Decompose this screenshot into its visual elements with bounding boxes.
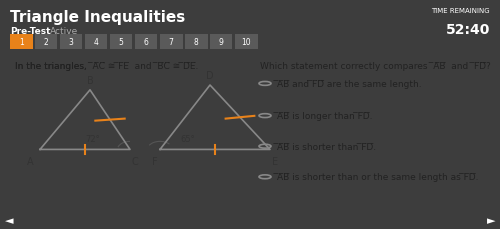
Text: 65°: 65°: [180, 134, 195, 143]
FancyBboxPatch shape: [160, 35, 182, 49]
Text: A: A: [26, 156, 34, 166]
Text: ̅A̅B̅ is shorter than or the same length as ̅F̅D̅.: ̅A̅B̅ is shorter than or the same length…: [278, 172, 479, 182]
Text: 1: 1: [19, 38, 24, 47]
FancyBboxPatch shape: [85, 35, 108, 49]
Text: 6: 6: [144, 38, 148, 47]
Text: TIME REMAINING: TIME REMAINING: [432, 8, 490, 14]
Text: Which statement correctly compares  ̅A̅B̅  and  ̅F̅D̅?: Which statement correctly compares ̅A̅B̅…: [260, 62, 491, 71]
Text: 4: 4: [94, 38, 98, 47]
Text: ̅A̅B̅ is longer than ̅F̅D̅.: ̅A̅B̅ is longer than ̅F̅D̅.: [278, 112, 373, 121]
Text: B: B: [86, 76, 94, 86]
Text: ◄: ◄: [5, 215, 14, 225]
Text: Triangle Inequalities: Triangle Inequalities: [10, 10, 185, 25]
Text: ►: ►: [486, 215, 495, 225]
Text: 5: 5: [119, 38, 124, 47]
Text: In the triangles,  ̅A̅C̅ ≅ ̅F̅E̅  and  ̅B̅C̅ ≅ ̅D̅E̅.: In the triangles, ̅A̅C̅ ≅ ̅F̅E̅ and ̅B̅C…: [15, 62, 198, 71]
Text: 7: 7: [169, 38, 173, 47]
Text: ̅A̅B̅ is shorter than ̅F̅D̅.: ̅A̅B̅ is shorter than ̅F̅D̅.: [278, 142, 376, 151]
Text: 52:40: 52:40: [446, 23, 490, 37]
FancyBboxPatch shape: [110, 35, 132, 49]
Text: 3: 3: [69, 38, 73, 47]
Text: E: E: [272, 156, 278, 166]
FancyBboxPatch shape: [35, 35, 58, 49]
FancyBboxPatch shape: [60, 35, 82, 49]
Text: ̅A̅B̅ and ̅F̅D̅ are the same length.: ̅A̅B̅ and ̅F̅D̅ are the same length.: [278, 79, 422, 89]
Text: D: D: [206, 71, 214, 81]
Text: Pre-Test: Pre-Test: [10, 27, 50, 36]
Text: Active: Active: [50, 27, 78, 36]
Text: 8: 8: [194, 38, 198, 47]
Text: 9: 9: [219, 38, 224, 47]
Text: 10: 10: [242, 38, 251, 47]
FancyBboxPatch shape: [10, 35, 32, 49]
FancyBboxPatch shape: [235, 35, 258, 49]
FancyBboxPatch shape: [135, 35, 158, 49]
Text: 2: 2: [44, 38, 48, 47]
FancyBboxPatch shape: [210, 35, 233, 49]
Text: C: C: [132, 156, 138, 166]
Text: F: F: [152, 156, 158, 166]
Text: 72°: 72°: [85, 134, 100, 143]
Text: In the triangles,: In the triangles,: [15, 62, 90, 71]
FancyBboxPatch shape: [185, 35, 208, 49]
